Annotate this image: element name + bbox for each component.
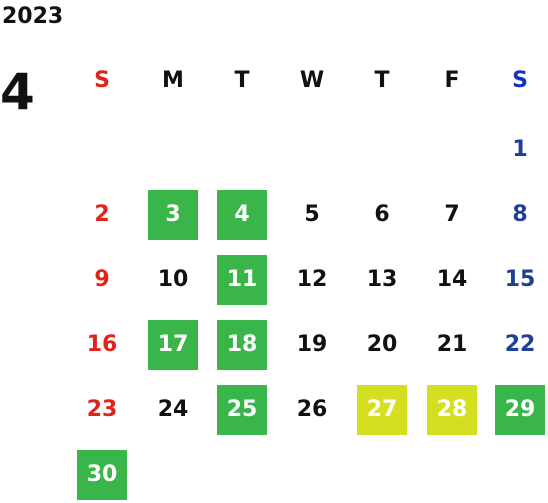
calendar-day[interactable]: 14 xyxy=(436,267,468,292)
calendar-day[interactable]: 16 xyxy=(86,332,118,357)
calendar-day[interactable]: 9 xyxy=(94,267,110,292)
calendar-day[interactable]: 24 xyxy=(157,397,189,422)
weekday-header: T xyxy=(374,68,390,93)
calendar-grid: S M T W T F S 1 2 3 4 5 6 7 8 9 10 11 12 13 14 15 16 17 18 19 20 21… xyxy=(64,48,548,503)
calendar-day[interactable]: 3 xyxy=(148,190,198,240)
calendar-day[interactable]: 22 xyxy=(504,332,536,357)
calendar-day[interactable]: 5 xyxy=(304,202,320,227)
weekday-header: M xyxy=(162,68,184,93)
weekday-header: W xyxy=(299,68,325,93)
calendar-day[interactable]: 27 xyxy=(357,385,407,435)
calendar-day[interactable]: 25 xyxy=(217,385,267,435)
weekday-header: F xyxy=(444,68,460,93)
calendar-day[interactable]: 28 xyxy=(427,385,477,435)
calendar-day[interactable]: 17 xyxy=(148,320,198,370)
calendar-day[interactable]: 11 xyxy=(217,255,267,305)
calendar-day[interactable]: 13 xyxy=(366,267,398,292)
calendar-day[interactable]: 8 xyxy=(512,202,528,227)
calendar-month: 4 xyxy=(0,63,35,121)
calendar-day[interactable]: 1 xyxy=(512,137,528,162)
weekday-header: T xyxy=(234,68,250,93)
calendar-day[interactable]: 30 xyxy=(77,450,127,500)
calendar-day[interactable]: 21 xyxy=(436,332,468,357)
calendar-day[interactable]: 26 xyxy=(296,397,328,422)
weekday-header: S xyxy=(94,68,110,93)
calendar-day[interactable]: 4 xyxy=(217,190,267,240)
calendar-day[interactable]: 7 xyxy=(444,202,460,227)
calendar-day[interactable]: 23 xyxy=(86,397,118,422)
calendar-day[interactable]: 6 xyxy=(374,202,390,227)
calendar-day[interactable]: 2 xyxy=(94,202,110,227)
calendar-day[interactable]: 19 xyxy=(296,332,328,357)
calendar-day[interactable]: 29 xyxy=(495,385,545,435)
calendar-day[interactable]: 12 xyxy=(296,267,328,292)
calendar-day[interactable]: 15 xyxy=(504,267,536,292)
calendar-year: 2023 xyxy=(2,4,64,29)
calendar-day[interactable]: 18 xyxy=(217,320,267,370)
weekday-header: S xyxy=(512,68,528,93)
calendar-day[interactable]: 10 xyxy=(157,267,189,292)
calendar-day[interactable]: 20 xyxy=(366,332,398,357)
